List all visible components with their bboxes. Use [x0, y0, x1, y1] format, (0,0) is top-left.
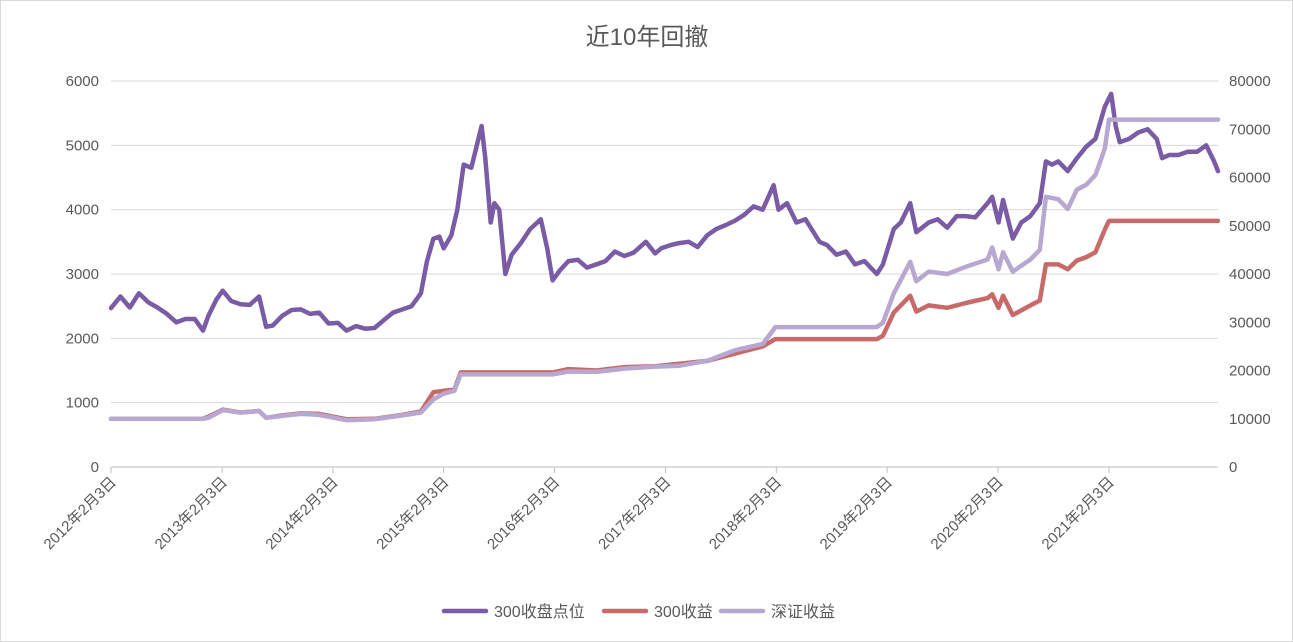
y-right-tick-label: 60000 [1229, 170, 1271, 187]
y-right-tick-label: 70000 [1229, 121, 1271, 138]
x-tick-label: 2013年2月3日 [152, 474, 231, 553]
y-left-tick-label: 3000 [66, 266, 99, 283]
x-tick-label: 2020年2月3日 [928, 474, 1007, 553]
x-axis: 2012年2月3日 2013年2月3日 2014年2月3日 2015年2月3日 2016… [41, 467, 1118, 553]
y-left-tick-label: 1000 [66, 395, 99, 412]
series-lines [108, 91, 1221, 423]
x-tick-label: 2015年2月3日 [373, 474, 452, 553]
y-left-tick-label: 4000 [66, 202, 99, 219]
x-tick-label: 2018年2月3日 [706, 474, 785, 553]
y-right-tick-label: 30000 [1229, 314, 1271, 331]
y-left-tick-label: 5000 [66, 137, 99, 154]
x-tick-label: 2012年2月3日 [41, 474, 120, 553]
y-right-tick-label: 40000 [1229, 266, 1271, 283]
series-line-0 [108, 91, 1221, 333]
series-line-2 [108, 117, 1221, 423]
x-tick-label: 2017年2月3日 [595, 474, 674, 553]
x-tick-label: 2021年2月3日 [1039, 474, 1118, 553]
x-tick-label: 2019年2月3日 [817, 474, 896, 553]
x-tick-label: 2016年2月3日 [484, 474, 563, 553]
right-y-axis: 0 10000 20000 30000 40000 50000 60000 70000 8000… [1229, 73, 1271, 476]
legend-label: 300收益 [654, 603, 713, 621]
y-left-tick-label: 0 [91, 459, 99, 476]
y-right-tick-label: 50000 [1229, 218, 1271, 235]
y-right-tick-label: 20000 [1229, 363, 1271, 380]
legend: 300收盘点位 300收益 深证收益 [441, 602, 835, 621]
y-right-tick-label: 10000 [1229, 411, 1271, 428]
left-y-axis: 0 1000 2000 3000 4000 5000 6000 [66, 73, 99, 476]
chart-title: 近10年回撤 [586, 24, 709, 51]
legend-label: 300收盘点位 [494, 602, 585, 621]
legend-label: 深证收益 [771, 603, 835, 621]
y-left-tick-label: 6000 [66, 73, 99, 90]
y-left-tick-label: 2000 [66, 330, 99, 347]
gridlines [111, 80, 1218, 468]
y-right-tick-label: 0 [1229, 459, 1237, 476]
x-tick-label: 2014年2月3日 [262, 474, 341, 553]
y-right-tick-label: 80000 [1229, 73, 1271, 90]
